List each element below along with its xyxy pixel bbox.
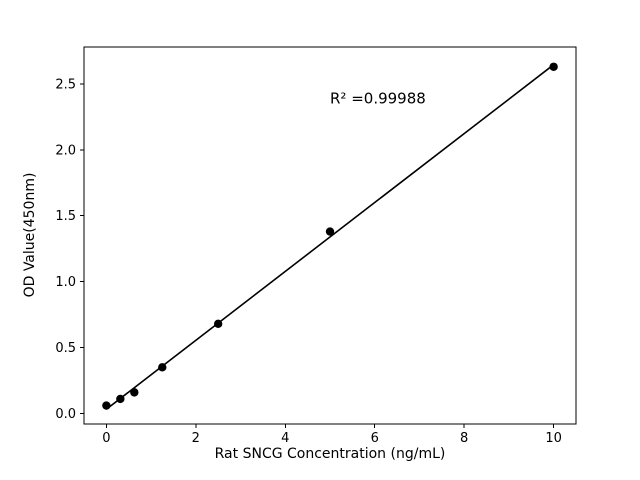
data-point: [158, 363, 167, 372]
axes-frame: [83, 46, 577, 425]
data-point: [116, 394, 125, 404]
y-tick-label: 2.0: [55, 143, 76, 158]
x-axis-label: Rat SNCG Concentration (ng/mL): [214, 446, 446, 462]
y-axis-label: OD Value(450nm): [22, 172, 38, 298]
data-point: [549, 62, 558, 71]
x-tick-label: 6: [371, 431, 379, 446]
y-tick-label: 1.5: [55, 209, 76, 224]
data-point: [213, 319, 223, 329]
data-point: [130, 388, 139, 397]
x-tick-label: 0: [102, 431, 110, 446]
x-tick-label: 2: [192, 431, 200, 446]
y-tick-label: 2.5: [55, 77, 76, 92]
data-point: [325, 227, 335, 236]
r-squared-annotation: R² =0.99988: [330, 90, 426, 108]
x-tick-label: 4: [281, 431, 289, 446]
y-tick-label: 0.5: [55, 341, 76, 356]
x-tick-label: 10: [545, 431, 562, 446]
x-tick-label: 8: [460, 431, 468, 446]
fit-line: [105, 64, 555, 410]
y-tick-label: 1.0: [55, 275, 76, 290]
data-point: [102, 401, 111, 410]
y-tick-label: 0.0: [55, 407, 76, 422]
